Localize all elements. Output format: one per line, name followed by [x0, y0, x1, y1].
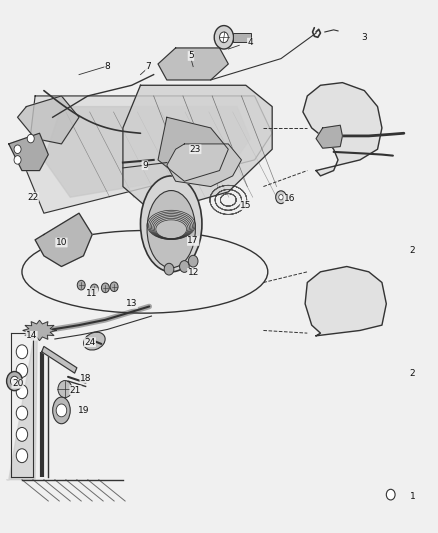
Circle shape — [278, 195, 283, 200]
FancyBboxPatch shape — [233, 33, 250, 42]
Text: 19: 19 — [78, 406, 89, 415]
Circle shape — [179, 261, 189, 272]
Text: 16: 16 — [283, 195, 295, 203]
Circle shape — [7, 372, 22, 391]
Circle shape — [58, 381, 72, 398]
Text: 7: 7 — [145, 62, 151, 71]
Circle shape — [16, 364, 28, 377]
Polygon shape — [166, 144, 241, 187]
Circle shape — [164, 263, 173, 275]
Circle shape — [90, 284, 98, 294]
Circle shape — [110, 282, 118, 292]
Text: 21: 21 — [70, 386, 81, 394]
Circle shape — [214, 26, 233, 49]
Polygon shape — [123, 85, 272, 213]
Circle shape — [14, 156, 21, 164]
Circle shape — [16, 385, 28, 399]
Text: 23: 23 — [189, 145, 201, 154]
Circle shape — [14, 145, 21, 154]
Polygon shape — [304, 266, 385, 336]
Text: 9: 9 — [141, 161, 148, 169]
Text: 24: 24 — [84, 338, 95, 346]
Polygon shape — [42, 346, 77, 373]
Text: 17: 17 — [187, 237, 198, 245]
Polygon shape — [18, 96, 79, 144]
Text: 1: 1 — [409, 492, 415, 501]
Text: 18: 18 — [80, 374, 91, 383]
Text: 14: 14 — [26, 332, 37, 340]
Polygon shape — [7, 330, 37, 480]
Circle shape — [385, 489, 394, 500]
Circle shape — [188, 255, 198, 267]
Text: 11: 11 — [86, 289, 98, 297]
Text: 13: 13 — [126, 300, 137, 308]
Text: 4: 4 — [247, 38, 252, 47]
Text: 8: 8 — [104, 62, 110, 71]
Text: 15: 15 — [240, 201, 251, 209]
Circle shape — [219, 32, 228, 43]
Text: 2: 2 — [409, 246, 414, 255]
Polygon shape — [158, 117, 228, 181]
Ellipse shape — [83, 332, 105, 350]
Polygon shape — [302, 83, 381, 176]
Circle shape — [16, 427, 28, 441]
Circle shape — [101, 283, 109, 293]
Polygon shape — [35, 213, 92, 266]
Text: 20: 20 — [12, 379, 23, 388]
Text: 5: 5 — [187, 52, 194, 60]
Text: 3: 3 — [360, 33, 367, 42]
Text: 2: 2 — [409, 369, 414, 377]
Polygon shape — [44, 107, 250, 197]
Circle shape — [27, 134, 34, 143]
Polygon shape — [315, 125, 342, 148]
Polygon shape — [26, 96, 272, 213]
Circle shape — [77, 280, 85, 290]
Circle shape — [56, 404, 67, 417]
Ellipse shape — [147, 191, 195, 268]
Text: 22: 22 — [27, 193, 39, 201]
Circle shape — [11, 376, 18, 386]
Polygon shape — [158, 48, 228, 80]
Ellipse shape — [53, 397, 70, 424]
Polygon shape — [9, 133, 48, 171]
Circle shape — [16, 406, 28, 420]
Text: 10: 10 — [56, 238, 67, 247]
Text: 12: 12 — [187, 269, 198, 277]
Polygon shape — [23, 320, 56, 341]
Circle shape — [275, 191, 286, 204]
Circle shape — [16, 345, 28, 359]
Circle shape — [16, 449, 28, 463]
Ellipse shape — [140, 176, 201, 272]
